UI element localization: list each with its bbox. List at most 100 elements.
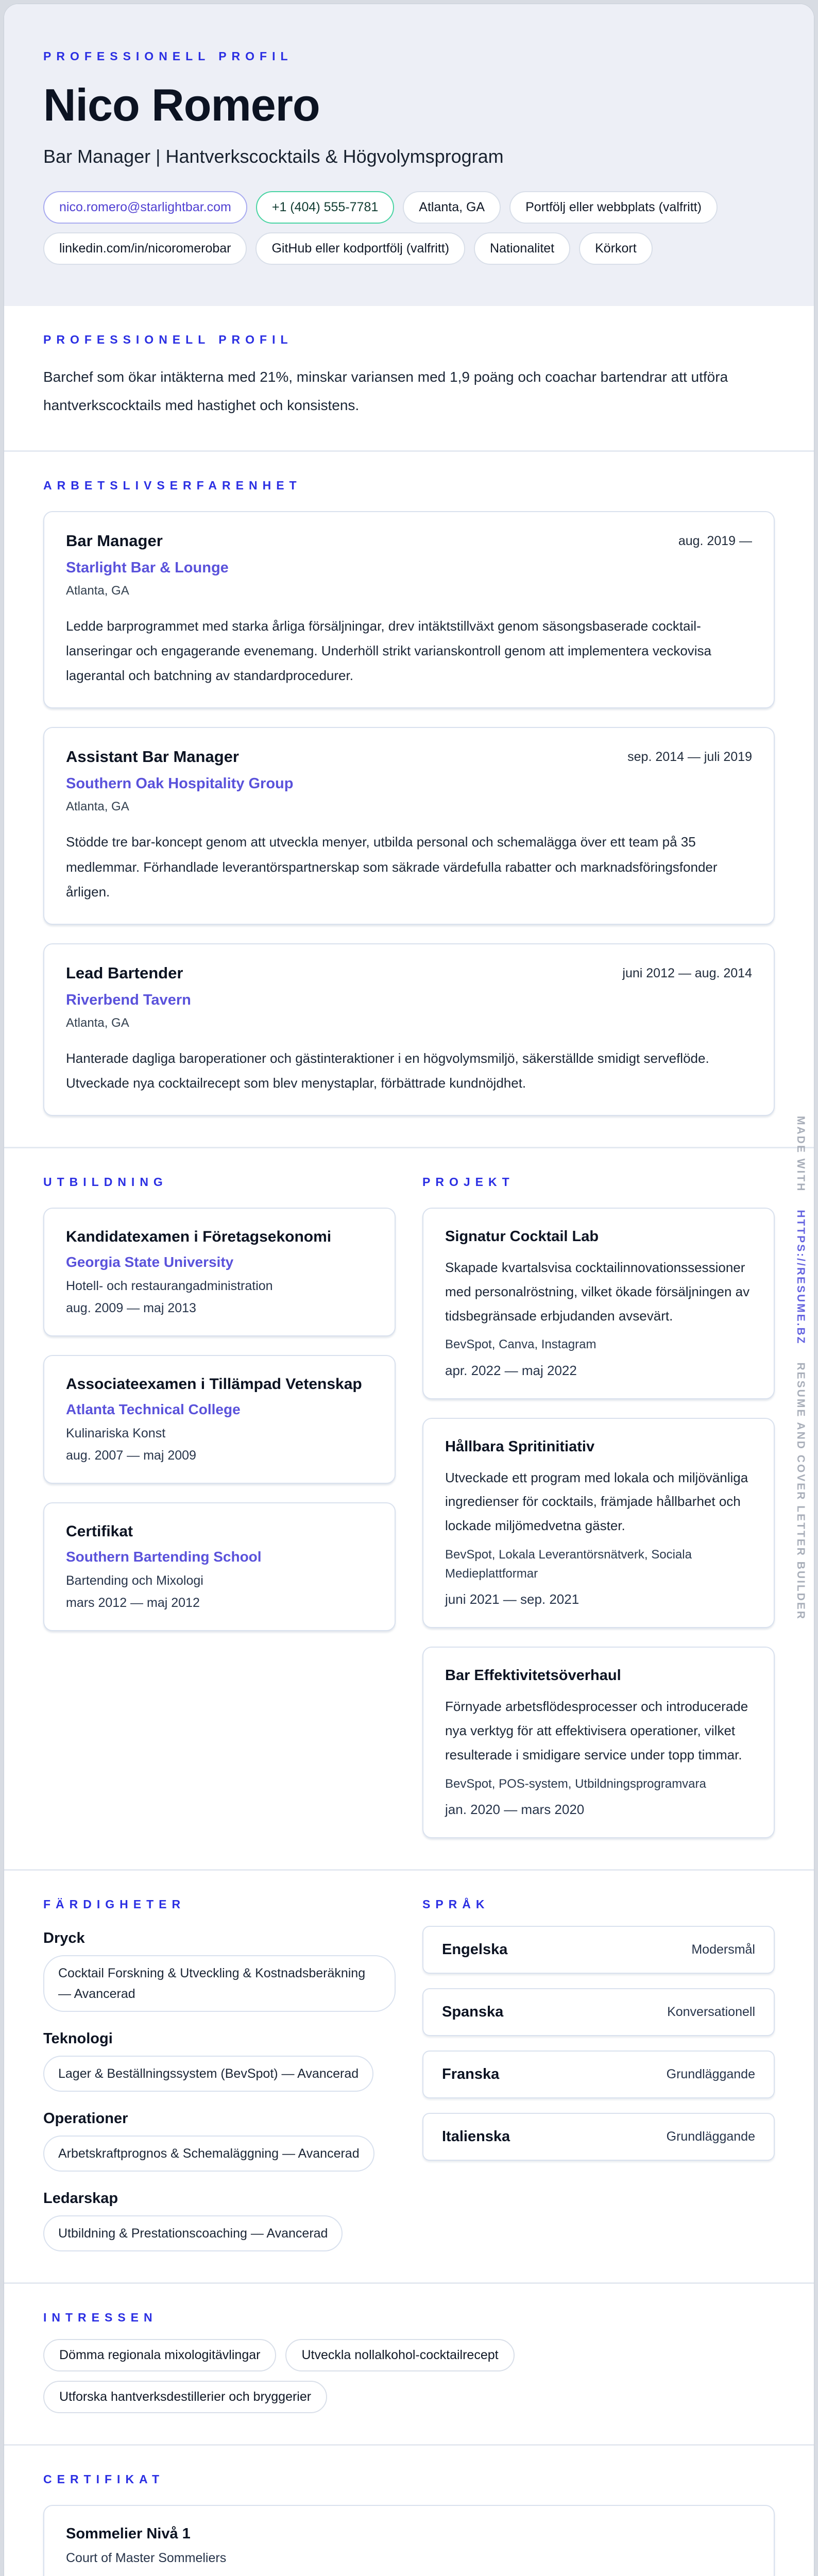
project-tools: BevSpot, POS-system, Utbildningsprogramv… — [445, 1776, 706, 1791]
education-card: Kandidatexamen i Företagsekonomi Georgia… — [43, 1207, 396, 1336]
skill-group: Dryck Cocktail Forskning & Utveckling & … — [43, 1930, 396, 2012]
skills-heading: FÄRDIGHETER — [43, 1897, 186, 1911]
candidate-headline: Bar Manager | Hantverkscocktails & Högvo… — [43, 146, 504, 167]
projects-column: PROJEKT Signatur Cocktail Lab Skapade kv… — [422, 1175, 775, 1838]
job-title: Assistant Bar Manager — [66, 748, 239, 766]
job-location: Atlanta, GA — [66, 800, 129, 814]
education-dates: mars 2012 — maj 2012 — [66, 1595, 200, 1610]
skill-group: Operationer Arbetskraftprognos & Schemal… — [43, 2110, 396, 2172]
skill-group: Ledarskap Utbildning & Prestationscoachi… — [43, 2190, 396, 2251]
portfolio-chip[interactable]: Portfölj eller webbplats (valfritt) — [509, 191, 718, 224]
education-degree: Certifikat — [66, 1522, 133, 1540]
language-row: Spanska Konversationell — [422, 1988, 775, 2036]
job-location: Atlanta, GA — [66, 584, 129, 598]
section-profile: PROFESSIONELL PROFIL Barchef som ökar in… — [4, 306, 814, 452]
education-dates: aug. 2009 — maj 2013 — [66, 1300, 196, 1315]
education-field: Hotell- och restaurangadministration — [66, 1278, 273, 1293]
skill-chip: Lager & Beställningssystem (BevSpot) — A… — [43, 2055, 374, 2092]
skill-group-name: Operationer — [43, 2110, 128, 2127]
candidate-name: Nico Romero — [43, 79, 320, 130]
skill-group: Teknologi Lager & Beställningssystem (Be… — [43, 2030, 396, 2092]
resume-page: PROFESSIONELL PROFIL Nico Romero Bar Man… — [4, 4, 814, 2576]
project-tools: BevSpot, Canva, Instagram — [445, 1337, 597, 1352]
project-description: Utveckade ett program med lokala och mil… — [445, 1469, 748, 1534]
job-date-range: sep. 2014 — juli 2019 — [627, 750, 752, 765]
job-card-header: Bar Manager aug. 2019 — — [66, 532, 752, 550]
watermark-url-link[interactable]: HTTPS://RESUME.BZ — [795, 1210, 807, 1345]
skill-group-name: Dryck — [43, 1929, 85, 1946]
profile-summary: Barchef som ökar intäkterna med 21%, min… — [43, 369, 728, 413]
email-chip[interactable]: nico.romero@starlightbar.com — [43, 191, 247, 224]
education-card: Associateexamen i Tillämpad Vetenskap At… — [43, 1354, 396, 1484]
section-interests: INTRESSEN Dömma regionala mixologitävlin… — [4, 2284, 814, 2446]
skill-group-name: Ledarskap — [43, 2190, 118, 2207]
contact-chip-row: nico.romero@starlightbar.com +1 (404) 55… — [43, 191, 775, 265]
job-date-range: juni 2012 — aug. 2014 — [622, 965, 752, 980]
education-degree: Associateexamen i Tillämpad Vetenskap — [66, 1375, 362, 1393]
project-title: Bar Effektivitetsöverhaul — [445, 1667, 621, 1684]
education-school: Southern Bartending School — [66, 1548, 262, 1565]
projects-heading: PROJEKT — [422, 1175, 515, 1189]
job-location: Atlanta, GA — [66, 1015, 129, 1030]
education-school: Atlanta Technical College — [66, 1401, 241, 1417]
job-description: Ledde barprogrammet med starka årliga fö… — [66, 618, 712, 684]
project-description: Förnyade arbetsflödesprocesser och intro… — [445, 1699, 748, 1762]
job-company: Riverbend Tavern — [66, 991, 191, 1008]
languages-heading: SPRÅK — [422, 1897, 490, 1911]
skills-column: FÄRDIGHETER Dryck Cocktail Forskning & U… — [43, 1897, 396, 2251]
certificate-issuer: Court of Master Sommeliers — [66, 2550, 227, 2565]
language-row: Engelska Modersmål — [422, 1925, 775, 1974]
language-name: Spanska — [442, 2003, 504, 2020]
certificate-title: Sommelier Nivå 1 — [66, 2525, 191, 2542]
project-card: Hållbara Spritinitiativ Utveckade ett pr… — [422, 1417, 775, 1629]
languages-column: SPRÅK Engelska Modersmål Spanska Konvers… — [422, 1897, 775, 2161]
project-tools: BevSpot, Lokala Leverantörsnätverk, Soci… — [445, 1547, 692, 1581]
language-row: Italienska Grundläggande — [422, 2112, 775, 2161]
nationality-chip[interactable]: Nationalitet — [474, 232, 571, 265]
section-skills-languages: FÄRDIGHETER Dryck Cocktail Forskning & U… — [4, 1871, 814, 2284]
project-title: Signatur Cocktail Lab — [445, 1228, 599, 1245]
job-card-header: Assistant Bar Manager sep. 2014 — juli 2… — [66, 748, 752, 766]
interest-chip: Utveckla nollalkohol-cocktailrecept — [285, 2338, 515, 2371]
skill-chip: Arbetskraftprognos & Schemaläggning — Av… — [43, 2135, 374, 2172]
language-level: Modersmål — [691, 1942, 755, 1957]
language-level: Grundläggande — [666, 2129, 755, 2144]
skill-group-name: Teknologi — [43, 2030, 113, 2047]
education-card: Certifikat Southern Bartending School Ba… — [43, 1502, 396, 1631]
project-dates: juni 2021 — sep. 2021 — [445, 1591, 580, 1607]
phone-chip[interactable]: +1 (404) 555-7781 — [255, 191, 395, 224]
profile-heading: PROFESSIONELL PROFIL — [43, 333, 293, 346]
github-chip[interactable]: GitHub eller kodportfölj (valfritt) — [255, 232, 466, 265]
watermark-made-with: MADE WITH — [795, 1116, 807, 1193]
project-card: Bar Effektivitetsöverhaul Förnyade arbet… — [422, 1647, 775, 1838]
certificate-card: Sommelier Nivå 1 Court of Master Sommeli… — [43, 2504, 775, 2576]
section-experience: ARBETSLIVSERFARENHET Bar Manager aug. 20… — [4, 452, 814, 1148]
watermark-tagline: RESUME AND COVER LETTER BUILDER — [795, 1362, 807, 1621]
interest-chip: Dömma regionala mixologitävlingar — [43, 2338, 277, 2371]
project-dates: jan. 2020 — mars 2020 — [445, 1801, 585, 1817]
interests-heading: INTRESSEN — [43, 2310, 158, 2324]
job-card: Assistant Bar Manager sep. 2014 — juli 2… — [43, 727, 775, 925]
education-field: Kulinariska Konst — [66, 1426, 166, 1440]
job-company: Southern Oak Hospitality Group — [66, 775, 294, 792]
section-education-projects: UTBILDNING Kandidatexamen i Företagsekon… — [4, 1148, 814, 1871]
project-title: Hållbara Spritinitiativ — [445, 1438, 595, 1455]
job-date-range: aug. 2019 — — [678, 534, 752, 549]
location-chip[interactable]: Atlanta, GA — [403, 191, 501, 224]
job-company: Starlight Bar & Lounge — [66, 560, 229, 577]
language-row: Franska Grundläggande — [422, 2050, 775, 2098]
job-card: Bar Manager aug. 2019 — Starlight Bar & … — [43, 511, 775, 709]
job-description: Stödde tre bar-koncept genom att utveckl… — [66, 834, 718, 900]
interest-chip-row: Dömma regionala mixologitävlingar Utveck… — [43, 2338, 728, 2413]
project-description: Skapade kvartalsvisa cocktailinnovations… — [445, 1259, 750, 1324]
interest-chip: Utforska hantverksdestillerier och brygg… — [43, 2380, 328, 2413]
education-field: Bartending och Mixologi — [66, 1573, 203, 1588]
language-name: Italienska — [442, 2128, 510, 2145]
certificates-heading: CERTIFIKAT — [43, 2472, 165, 2486]
job-description: Hanterade dagliga baroperationer och gäs… — [66, 1050, 709, 1091]
drivers-license-chip[interactable]: Körkort — [579, 232, 653, 265]
linkedin-chip[interactable]: linkedin.com/in/nicoromerobar — [43, 232, 247, 265]
job-card-header: Lead Bartender juni 2012 — aug. 2014 — [66, 964, 752, 982]
language-name: Franska — [442, 2065, 500, 2082]
language-level: Konversationell — [667, 2004, 755, 2019]
